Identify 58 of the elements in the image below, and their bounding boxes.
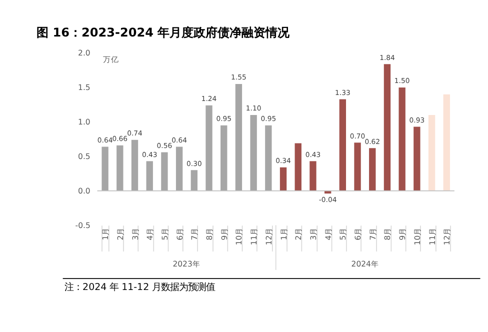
text: 2024年	[351, 260, 379, 269]
bar	[398, 87, 406, 191]
bar	[176, 146, 183, 191]
bar	[220, 125, 228, 191]
x-tick-label: 12月	[264, 227, 274, 246]
text: 注：2024 年 11-12 月数据为预测值	[64, 282, 216, 293]
x-tick-label: 11月	[250, 227, 259, 246]
y-tick-label: 0.0	[78, 186, 90, 196]
bar	[131, 140, 138, 191]
x-tick-label: 4月	[146, 227, 155, 240]
text: 2023年	[172, 260, 200, 269]
y-tick-label: 1.5	[78, 83, 90, 92]
bar	[280, 167, 287, 191]
y-tick-label: 2.0	[78, 48, 90, 58]
x-tick-label: 1月	[279, 227, 288, 240]
x-tick-label: 10月	[412, 227, 422, 246]
bar	[310, 161, 316, 191]
x-tick-label: 12月	[442, 227, 452, 246]
bar	[428, 115, 436, 191]
y-tick-label: 1.0	[78, 118, 90, 127]
bar	[354, 142, 361, 191]
x-tick-label: 6月	[175, 227, 184, 240]
bar	[102, 146, 108, 191]
x-tick-label: 3月	[130, 227, 140, 240]
bar	[294, 143, 302, 191]
x-tick-label: 11月	[428, 227, 437, 246]
x-tick-label: 7月	[190, 227, 200, 240]
bar	[265, 125, 272, 191]
bar	[369, 148, 376, 191]
y-tick-label: -0.5	[75, 220, 90, 230]
bar	[206, 105, 212, 191]
x-tick-label: 9月	[220, 227, 229, 240]
x-tick-label: 4月	[324, 227, 333, 240]
bar	[384, 64, 391, 191]
bar	[190, 170, 198, 191]
x-tick-label: 8月	[383, 227, 392, 240]
x-tick-label: 5月	[160, 227, 170, 240]
x-tick-label: 3月	[308, 227, 318, 240]
bar	[116, 145, 124, 191]
y-axis-title: 万亿	[102, 55, 119, 64]
bar	[443, 94, 450, 191]
bar	[414, 126, 420, 191]
x-tick-label: 2月	[116, 227, 125, 240]
bar	[146, 161, 153, 191]
x-tick-label: 5月	[338, 227, 348, 240]
x-tick-label: 1月	[101, 227, 110, 240]
chart-title: 图 16：2023-2024 年月度政府债净融资情况	[36, 26, 291, 40]
x-tick-label: 6月	[354, 227, 363, 240]
bar	[339, 99, 346, 191]
y-tick-label: 0.5	[78, 152, 90, 161]
x-tick-label: 9月	[398, 227, 408, 240]
x-tick-label: 10月	[234, 227, 244, 246]
x-tick-label: 7月	[368, 227, 378, 240]
bar	[235, 84, 242, 191]
bar	[250, 115, 257, 191]
bar	[161, 152, 168, 191]
x-tick-label: 2月	[294, 227, 304, 240]
x-tick-label: 8月	[205, 227, 214, 240]
